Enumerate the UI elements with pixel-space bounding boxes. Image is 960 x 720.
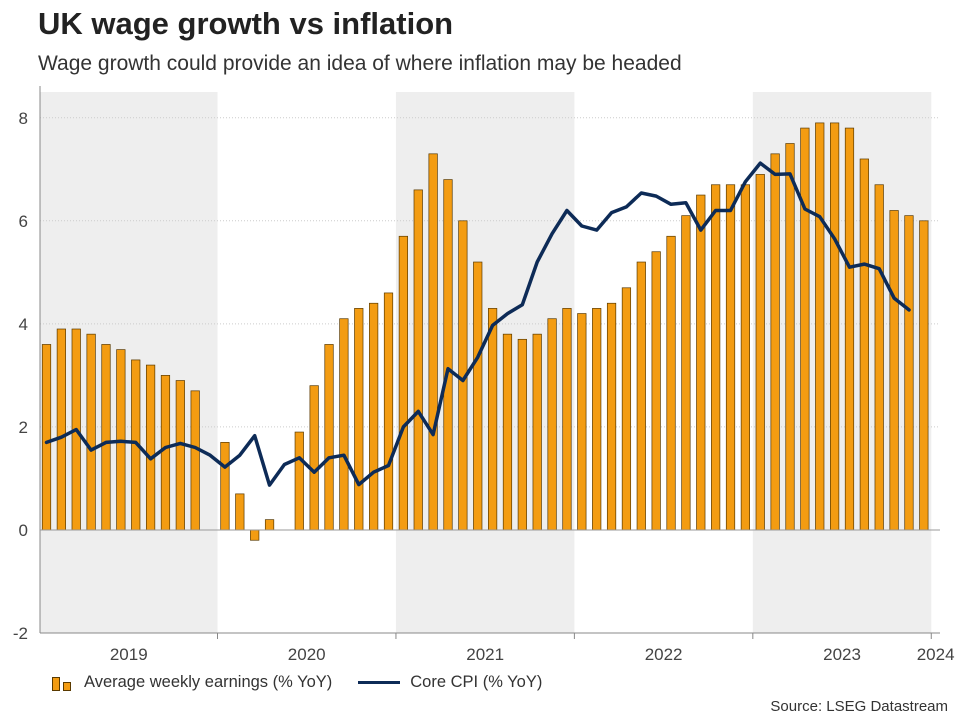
y-tick-label: 8 (19, 109, 28, 128)
earnings-bar (800, 127, 810, 531)
earnings-bar (190, 390, 200, 531)
earnings-bar (488, 308, 498, 531)
year-shade-2021 (395, 92, 575, 633)
year-shade-2019 (40, 92, 218, 633)
earnings-bar (517, 338, 527, 531)
chart-title: UK wage growth vs inflation (38, 6, 454, 41)
bar-swatch-icon (52, 675, 74, 691)
y-tick-label: -2 (13, 624, 28, 643)
earnings-bar (636, 261, 646, 531)
earnings-bar (339, 318, 349, 531)
earnings-bar (101, 344, 111, 531)
year-shade-2023 (752, 92, 932, 633)
earnings-bar (250, 529, 260, 541)
earnings-bar (294, 431, 304, 531)
earnings-bar (740, 184, 750, 531)
earnings-bar (874, 184, 884, 531)
earnings-bar (859, 158, 869, 531)
earnings-bar (681, 215, 691, 531)
legend-label-earnings: Average weekly earnings (% YoY) (84, 673, 333, 691)
earnings-bar (770, 153, 780, 531)
earnings-bar (235, 493, 245, 531)
earnings-bar (562, 308, 572, 531)
earnings-bar (220, 442, 230, 531)
earnings-bar (86, 333, 96, 531)
earnings-bar (696, 194, 706, 531)
y-tick-label: 0 (19, 521, 28, 540)
earnings-bar (324, 344, 334, 531)
legend-item-earnings: Average weekly earnings (% YoY) (52, 673, 332, 692)
earnings-bar (725, 184, 736, 531)
earnings-bar (815, 122, 825, 531)
y-tick-label: 2 (19, 418, 28, 437)
earnings-bar (264, 519, 275, 531)
earnings-bar (175, 380, 185, 531)
earnings-bar (532, 333, 542, 531)
earnings-bar (160, 375, 171, 531)
source-note: Source: LSEG Datastream (770, 698, 948, 715)
legend-item-cpi: Core CPI (% YoY) (358, 673, 542, 692)
chart-legend: Average weekly earnings (% YoY) Core CPI… (52, 673, 568, 692)
y-tick-label: 6 (19, 212, 28, 231)
y-tick-label: 4 (19, 315, 28, 334)
earnings-bar (383, 292, 394, 531)
earnings-bar (41, 344, 52, 531)
earnings-bar (369, 302, 379, 531)
earnings-bar (354, 308, 364, 531)
line-swatch-icon (358, 681, 401, 684)
x-tick-label: 2022 (645, 645, 683, 664)
earnings-bar (473, 261, 483, 531)
earnings-bar (651, 251, 661, 531)
legend-label-cpi: Core CPI (% YoY) (410, 673, 543, 691)
earnings-bar (830, 122, 840, 531)
earnings-bar (785, 143, 795, 531)
earnings-bar (398, 235, 408, 531)
earnings-bar (502, 333, 513, 531)
earnings-bar (309, 385, 319, 531)
x-tick-label: 2020 (288, 645, 326, 664)
earnings-bar (592, 308, 602, 531)
earnings-bar (755, 174, 765, 531)
earnings-bar (904, 215, 914, 531)
earnings-bar (621, 287, 632, 531)
earnings-bar (577, 313, 587, 531)
earnings-bar (606, 302, 617, 531)
x-tick-label: 2019 (110, 645, 148, 664)
earnings-bar (711, 184, 721, 531)
x-tick-label: 2024 (917, 645, 955, 664)
earnings-bar (889, 210, 899, 531)
earnings-bar (56, 328, 66, 531)
chart-subtitle: Wage growth could provide an idea of whe… (38, 52, 682, 75)
earnings-bar (428, 153, 438, 531)
x-tick-label: 2021 (466, 645, 504, 664)
earnings-bar (443, 179, 453, 531)
earnings-bar (919, 220, 929, 531)
earnings-bar (844, 127, 855, 531)
x-tick-label: 2023 (823, 645, 861, 664)
earnings-bar (413, 189, 423, 531)
core-cpi-line (44, 161, 911, 487)
earnings-bar (547, 318, 557, 531)
earnings-bar (666, 235, 676, 531)
earnings-bar (145, 364, 156, 531)
